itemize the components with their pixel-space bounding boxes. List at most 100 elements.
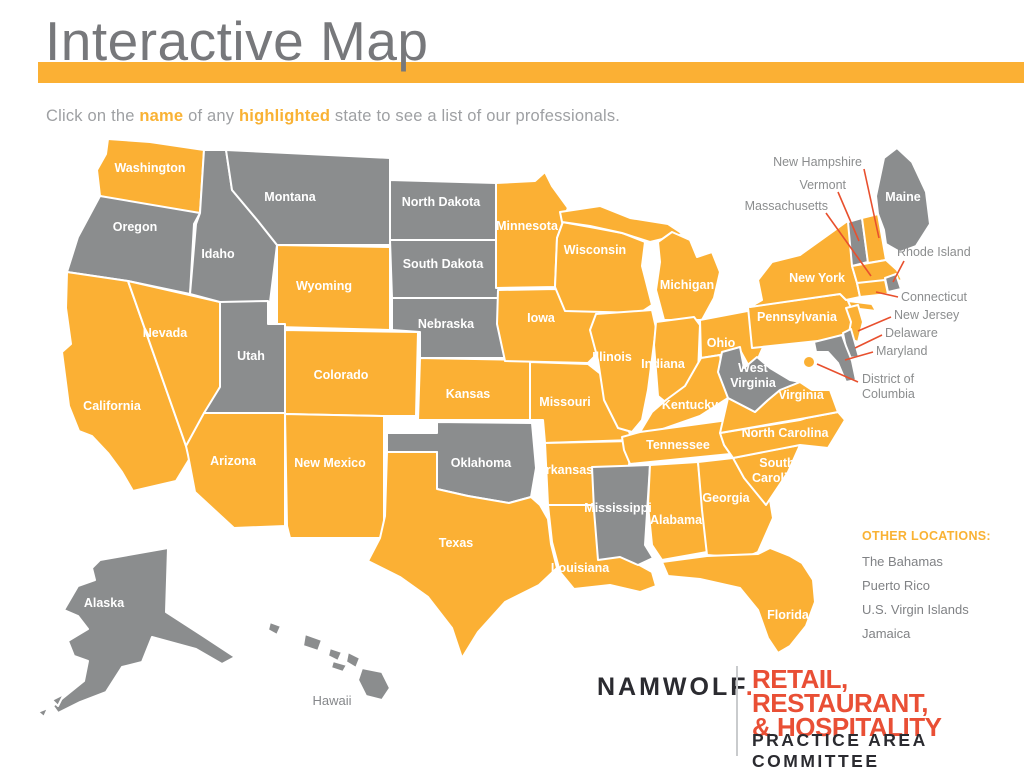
state-DC[interactable] [801, 354, 817, 370]
callout-label-VT: Vermont [799, 178, 846, 192]
state-KY[interactable] [639, 354, 729, 433]
committee-title-line1: RETAIL, RESTAURANT, [752, 664, 929, 718]
state-HI [357, 667, 391, 701]
leader-line-DE [854, 334, 883, 349]
state-label-WA[interactable]: Washington [114, 161, 185, 175]
state-label-ND: North Dakota [402, 195, 482, 209]
state-label-NY[interactable]: New York [789, 271, 845, 285]
state-WY[interactable] [276, 244, 391, 331]
state-label-OR: Oregon [113, 220, 157, 234]
state-HI [330, 660, 348, 673]
callout-label-CT[interactable]: Connecticut [901, 290, 968, 304]
state-label-SD: South Dakota [403, 257, 485, 271]
namwolf-logo: NAMWOLF. [597, 673, 756, 702]
state-label-WI[interactable]: Wisconsin [564, 243, 626, 257]
state-AL[interactable] [647, 461, 708, 561]
state-label-TN[interactable]: Tennessee [646, 438, 710, 452]
other-location-bahamas[interactable]: The Bahamas [862, 554, 943, 569]
leader-line-RI [892, 260, 905, 283]
callout-label-NJ[interactable]: New Jersey [894, 308, 960, 322]
callout-label-MA[interactable]: Massachusetts [745, 199, 828, 213]
state-AZ[interactable] [185, 412, 286, 529]
committee-title-line2: & HOSPITALITY [752, 712, 942, 742]
other-location-jamaica[interactable]: Jamaica [862, 626, 911, 641]
instruction-emph-name: name [139, 106, 184, 125]
state-label-UT: Utah [237, 349, 265, 363]
callout-label-RI: Rhode Island [897, 245, 971, 259]
other-location-puerto-rico[interactable]: Puerto Rico [862, 578, 930, 593]
other-location-virgin-islands[interactable]: U.S. Virgin Islands [862, 602, 969, 617]
state-label-NM[interactable]: New Mexico [294, 456, 366, 470]
state-MI[interactable] [655, 231, 721, 321]
state-HI [302, 633, 323, 652]
state-NY[interactable] [749, 217, 863, 308]
state-label-WV: West Virginia [730, 361, 777, 390]
committee-subtitle: PRACTICE AREA COMMITTEE [752, 730, 928, 771]
state-ME [875, 147, 931, 253]
state-label-ME: Maine [885, 190, 920, 204]
state-label-AZ[interactable]: Arizona [210, 454, 257, 468]
state-label-PA[interactable]: Pennsylvania [757, 310, 838, 324]
state-label-MN[interactable]: Minnesota [496, 219, 559, 233]
state-label-MO[interactable]: Missouri [539, 395, 590, 409]
state-IL[interactable] [589, 309, 657, 433]
state-TX[interactable] [367, 451, 558, 659]
leader-line-VT [837, 191, 860, 242]
committee-title: RETAIL, RESTAURANT, & HOSPITALITY [752, 664, 1024, 742]
leader-line-NJ [857, 316, 892, 332]
state-label-LA[interactable]: Louisiana [551, 561, 610, 575]
callout-label-DC[interactable]: District of Columbia [862, 372, 915, 401]
state-label-IN[interactable]: Indiana [641, 357, 686, 371]
state-label-SC[interactable]: South Carolina [752, 456, 803, 485]
state-label-NE: Nebraska [418, 317, 475, 331]
state-label-IL[interactable]: Illinois [592, 350, 632, 364]
state-label-VA[interactable]: Virginia [778, 388, 825, 402]
state-label-CO[interactable]: Colorado [314, 368, 369, 382]
state-label-MS: Mississippi [584, 501, 651, 515]
state-label-NV[interactable]: Nevada [143, 326, 189, 340]
leader-line-NH [863, 168, 880, 239]
instruction-emph-highlighted: highlighted [239, 106, 331, 125]
other-locations-heading: OTHER LOCATIONS: [862, 529, 991, 543]
leader-line-DC [816, 363, 859, 383]
state-label-FL[interactable]: Florida [767, 608, 810, 622]
callout-label-NH[interactable]: New Hampshire [773, 155, 862, 169]
callouts-layer: New Hampshire Vermont Massachusetts Rhode I… [745, 155, 971, 401]
other-locations-panel: OTHER LOCATIONS: The Bahamas Puerto Rico… [862, 529, 991, 649]
state-label-MI[interactable]: Michigan [660, 278, 714, 292]
instruction-part1: Click on the [46, 106, 140, 125]
state-label-MT: Montana [264, 190, 316, 204]
instruction-text: Click on the name of any highlighted sta… [46, 107, 620, 126]
state-label-WY[interactable]: Wyoming [296, 279, 352, 293]
state-label-IA[interactable]: Iowa [527, 311, 556, 325]
leader-line-MA [825, 212, 872, 277]
state-NY[interactable] [847, 300, 877, 312]
state-label-CA[interactable]: California [83, 399, 142, 413]
state-CO[interactable] [284, 329, 419, 417]
state-label-GA[interactable]: Georgia [702, 491, 750, 505]
state-AK [51, 693, 65, 707]
state-label-AL[interactable]: Alabama [650, 513, 703, 527]
state-NM[interactable] [284, 413, 385, 539]
state-label-OH[interactable]: Ohio [707, 336, 736, 350]
state-label-AK: Alaska [84, 596, 125, 610]
state-FL[interactable] [661, 547, 816, 654]
state-label-AR[interactable]: Arkansas [537, 463, 593, 477]
state-MD [813, 334, 857, 383]
callout-label-MD: Maryland [876, 344, 927, 358]
state-label-TX[interactable]: Texas [439, 536, 474, 550]
state-label-KS[interactable]: Kansas [446, 387, 491, 401]
state-label-OK: Oklahoma [451, 456, 512, 470]
instruction-part2: of any [183, 106, 240, 125]
page-title: Interactive Map [45, 10, 429, 72]
state-HI [345, 651, 361, 669]
state-HI [327, 647, 343, 662]
instruction-part3: state to see a list of our professionals… [330, 106, 621, 125]
state-label-NC[interactable]: North Carolina [742, 426, 830, 440]
state-AK [37, 707, 49, 718]
labels-layer: Washington Oregon California Nevada Idaho Mon… [83, 161, 921, 708]
state-label-KY[interactable]: Kentucky [662, 398, 718, 412]
states-layer [37, 138, 931, 718]
